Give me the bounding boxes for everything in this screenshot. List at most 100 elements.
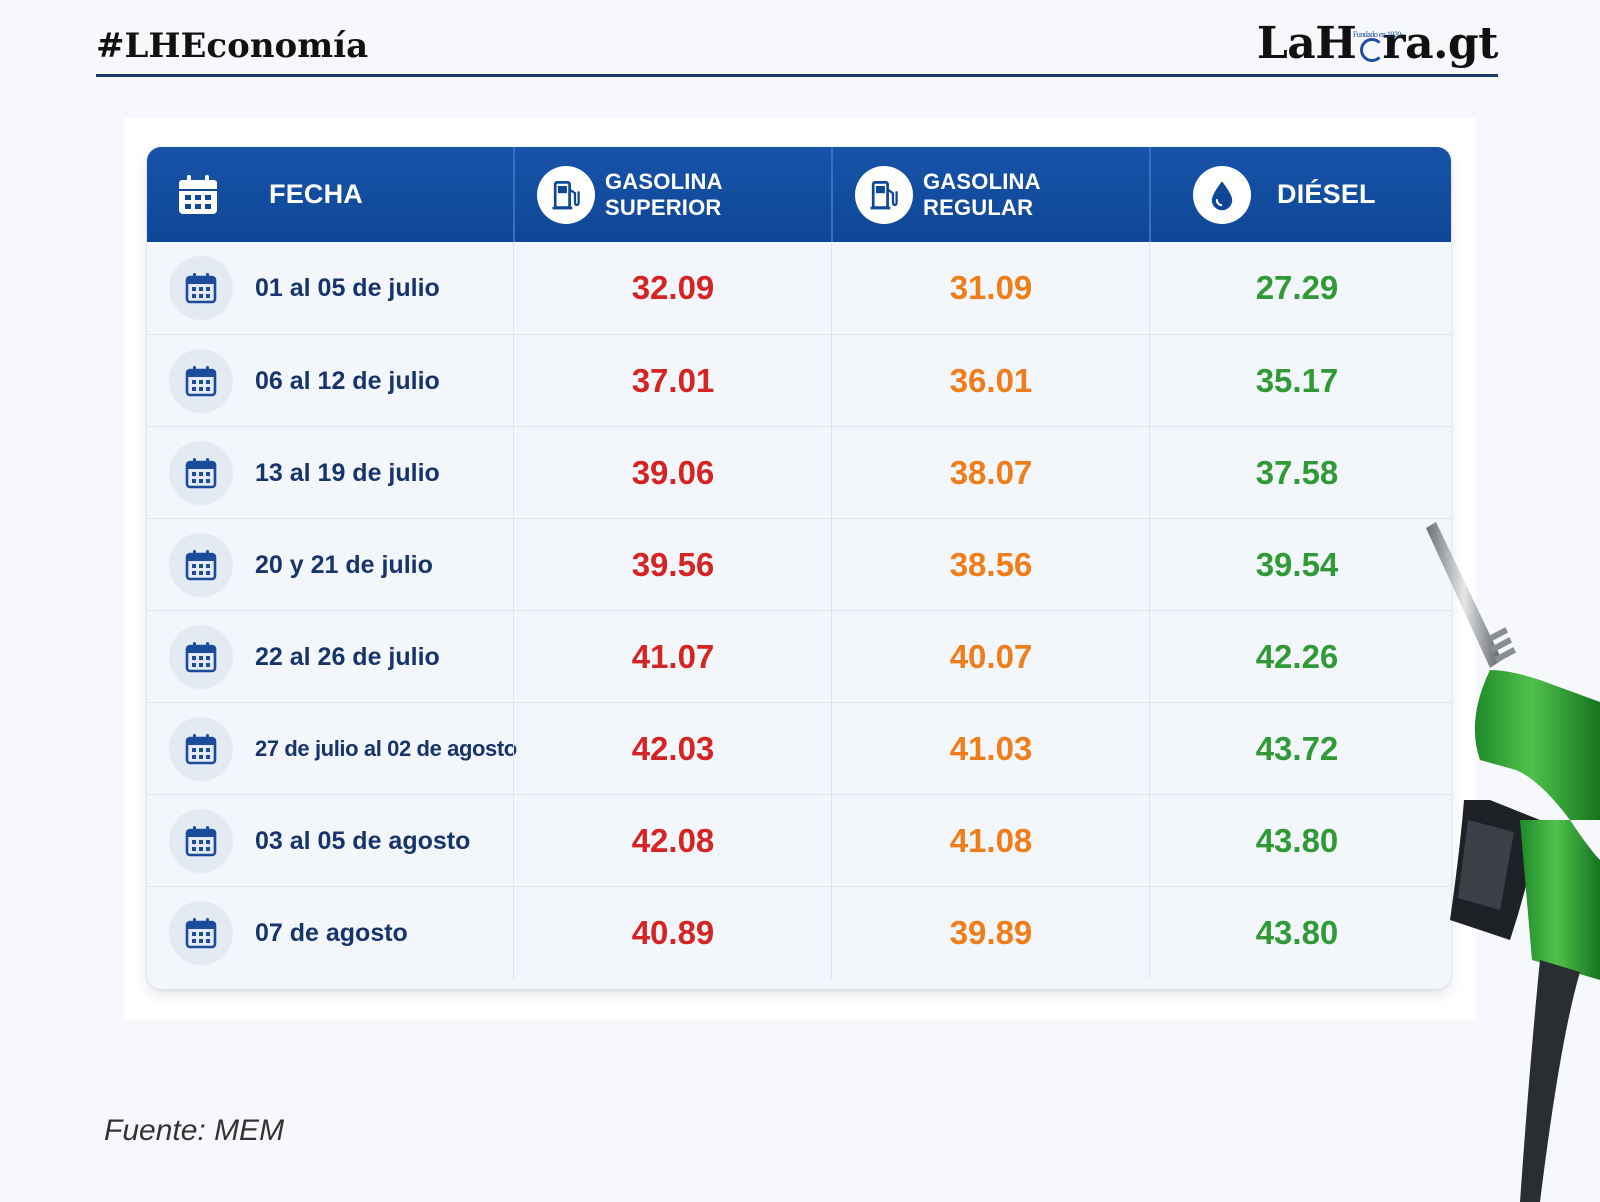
fecha-cell: 03 al 05 de agosto bbox=[147, 795, 513, 887]
diesel-price: 42.26 bbox=[1255, 638, 1339, 675]
table-row: 01 al 05 de julio 32.09 31.09 27.29 bbox=[147, 242, 1451, 334]
diesel-cell: 42.26 bbox=[1149, 611, 1451, 703]
diesel-cell: 39.54 bbox=[1149, 519, 1451, 611]
table-row: 07 de agosto 40.89 39.89 43.80 bbox=[147, 886, 1451, 979]
column-header-label: GASOLINA SUPERIOR bbox=[605, 168, 722, 220]
diesel-price: 43.80 bbox=[1255, 822, 1339, 859]
column-header-label: GASOLINA REGULAR bbox=[923, 168, 1040, 220]
regular-price: 31.09 bbox=[949, 269, 1033, 306]
source-note: Fuente: MEM bbox=[104, 1114, 285, 1147]
fecha-cell: 13 al 19 de julio bbox=[147, 427, 513, 519]
table-row: 20 y 21 de julio 39.56 38.56 39.54 bbox=[147, 518, 1451, 611]
diesel-price: 39.54 bbox=[1255, 546, 1339, 583]
fecha-cell: 27 de julio al 02 de agosto bbox=[147, 703, 517, 795]
calendar-icon bbox=[169, 625, 233, 689]
hashtag-title: #LHEconomía bbox=[96, 26, 369, 66]
superior-cell: 42.08 bbox=[513, 795, 832, 887]
diesel-price: 37.58 bbox=[1255, 454, 1339, 491]
fecha-cell: 20 y 21 de julio bbox=[147, 519, 513, 611]
regular-cell: 36.01 bbox=[831, 335, 1150, 427]
column-header-superior: GASOLINA SUPERIOR bbox=[513, 147, 833, 242]
calendar-icon bbox=[169, 533, 233, 597]
date-range: 01 al 05 de julio bbox=[255, 273, 440, 302]
date-range: 20 y 21 de julio bbox=[255, 550, 433, 579]
table-row: 27 de julio al 02 de agosto 42.03 41.03 43.… bbox=[147, 702, 1451, 795]
date-range: 07 de agosto bbox=[255, 918, 408, 947]
superior-cell: 37.01 bbox=[513, 335, 832, 427]
superior-cell: 39.56 bbox=[513, 519, 832, 611]
superior-cell: 42.03 bbox=[513, 703, 832, 795]
calendar-icon bbox=[169, 717, 233, 781]
superior-cell: 39.06 bbox=[513, 427, 832, 519]
diesel-price: 43.80 bbox=[1255, 914, 1339, 951]
diesel-price: 35.17 bbox=[1255, 362, 1339, 399]
fuel-price-table: FECHA GASOLINA SUPERIOR bbox=[147, 147, 1451, 989]
calendar-icon bbox=[169, 901, 233, 965]
superior-cell: 32.09 bbox=[513, 242, 832, 334]
fuel-pump-icon bbox=[537, 165, 595, 224]
regular-cell: 41.08 bbox=[831, 795, 1150, 887]
regular-cell: 39.89 bbox=[831, 887, 1150, 979]
fecha-cell: 07 de agosto bbox=[147, 887, 513, 979]
fuel-pump-icon bbox=[855, 165, 913, 224]
diesel-cell: 27.29 bbox=[1149, 242, 1451, 334]
regular-cell: 40.07 bbox=[831, 611, 1150, 703]
date-range: 27 de julio al 02 de agosto bbox=[255, 736, 517, 761]
regular-price: 36.01 bbox=[949, 362, 1033, 399]
table-header: FECHA GASOLINA SUPERIOR bbox=[147, 147, 1451, 242]
regular-cell: 38.56 bbox=[831, 519, 1150, 611]
table-row: 13 al 19 de julio 39.06 38.07 37.58 bbox=[147, 426, 1451, 519]
fecha-cell: 22 al 26 de julio bbox=[147, 611, 513, 703]
diesel-cell: 35.17 bbox=[1149, 335, 1451, 427]
column-header-regular: GASOLINA REGULAR bbox=[831, 147, 1151, 242]
column-header-label: FECHA bbox=[269, 179, 363, 209]
diesel-cell: 43.80 bbox=[1149, 795, 1451, 887]
superior-price: 42.08 bbox=[631, 822, 715, 859]
regular-cell: 41.03 bbox=[831, 703, 1150, 795]
column-header-label: DIÉSEL bbox=[1277, 179, 1376, 209]
regular-price: 41.08 bbox=[949, 822, 1033, 859]
diesel-cell: 43.80 bbox=[1149, 887, 1451, 979]
superior-price: 39.56 bbox=[631, 546, 715, 583]
diesel-price: 27.29 bbox=[1255, 269, 1339, 306]
table-row: 22 al 26 de julio 41.07 40.07 42.26 bbox=[147, 610, 1451, 703]
calendar-icon bbox=[169, 256, 233, 320]
column-header-diesel: DIÉSEL bbox=[1149, 147, 1451, 242]
regular-price: 38.07 bbox=[949, 454, 1033, 491]
superior-price: 32.09 bbox=[631, 269, 715, 306]
brand-text-left: LaH bbox=[1256, 18, 1357, 69]
superior-cell: 41.07 bbox=[513, 611, 832, 703]
brand-o-icon bbox=[1356, 32, 1385, 62]
table-row: 03 al 05 de agosto 42.08 41.08 43.80 bbox=[147, 794, 1451, 887]
brand-text-right: ra.gt bbox=[1382, 18, 1498, 69]
diesel-cell: 43.72 bbox=[1149, 703, 1451, 795]
calendar-icon bbox=[169, 441, 233, 505]
superior-price: 40.89 bbox=[631, 914, 715, 951]
regular-price: 41.03 bbox=[949, 730, 1033, 767]
column-header-fecha: FECHA bbox=[147, 147, 513, 242]
date-range: 03 al 05 de agosto bbox=[255, 826, 471, 855]
date-range: 22 al 26 de julio bbox=[255, 642, 440, 671]
regular-price: 38.56 bbox=[949, 546, 1033, 583]
superior-price: 41.07 bbox=[631, 638, 715, 675]
calendar-icon bbox=[169, 809, 233, 873]
date-range: 06 al 12 de julio bbox=[255, 366, 440, 395]
superior-price: 37.01 bbox=[631, 362, 715, 399]
regular-price: 39.89 bbox=[949, 914, 1033, 951]
diesel-cell: 37.58 bbox=[1149, 427, 1451, 519]
calendar-icon bbox=[179, 174, 217, 214]
superior-cell: 40.89 bbox=[513, 887, 832, 979]
date-range: 13 al 19 de julio bbox=[255, 458, 440, 487]
superior-price: 39.06 bbox=[631, 454, 715, 491]
droplet-icon bbox=[1193, 165, 1251, 224]
calendar-icon bbox=[169, 349, 233, 413]
table-row: 06 al 12 de julio 37.01 36.01 35.17 bbox=[147, 334, 1451, 427]
header-rule bbox=[96, 74, 1498, 77]
regular-cell: 38.07 bbox=[831, 427, 1150, 519]
diesel-price: 43.72 bbox=[1255, 730, 1339, 767]
brand-tagline: Fundado en 1920 bbox=[1352, 30, 1402, 39]
fecha-cell: 06 al 12 de julio bbox=[147, 335, 513, 427]
fuel-nozzle-icon bbox=[1426, 522, 1600, 1202]
regular-price: 40.07 bbox=[949, 638, 1033, 675]
fecha-cell: 01 al 05 de julio bbox=[147, 242, 513, 334]
